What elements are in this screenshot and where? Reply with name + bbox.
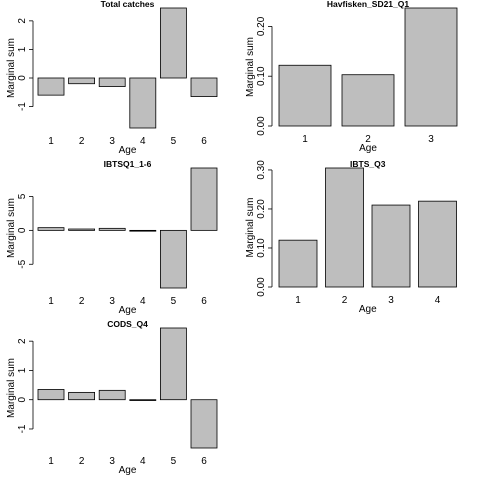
x-tick-label: 2	[342, 295, 348, 306]
bar-2	[68, 391, 95, 401]
bar-5	[159, 327, 187, 401]
y-axis-label: Marginal sum	[6, 198, 17, 258]
x-tick-label: 4	[140, 296, 146, 307]
x-tick-label: 5	[171, 136, 177, 147]
bar-1	[278, 239, 318, 288]
x-tick-label: 5	[171, 456, 177, 467]
x-tick-label: 1	[48, 136, 54, 147]
x-tick-label: 6	[201, 456, 207, 467]
bar-4	[418, 200, 457, 288]
bar-1	[37, 389, 65, 401]
y-tick-label: 5	[17, 193, 28, 199]
bar-1	[37, 77, 65, 96]
y-axis-label: Marginal sum	[6, 38, 17, 98]
x-tick-label: 6	[201, 296, 207, 307]
chart-title: Total catches	[101, 0, 155, 9]
bar-5	[159, 7, 187, 79]
bar-6	[190, 399, 218, 449]
chart-title: CODS_Q4	[107, 319, 148, 329]
x-tick-label: 2	[79, 136, 85, 147]
y-tick-label: 2	[17, 338, 28, 344]
x-axis-label: Age	[119, 465, 137, 476]
bar-4	[129, 399, 157, 401]
x-tick-label: 2	[79, 456, 85, 467]
x-tick-label: 3	[109, 136, 115, 147]
y-tick-label: 0	[17, 396, 28, 402]
x-tick-label: 3	[388, 295, 394, 306]
y-tick-label: 0.20	[256, 16, 267, 36]
x-tick-label: 4	[140, 136, 146, 147]
bar-5	[159, 229, 187, 289]
x-tick-label: 1	[302, 134, 308, 145]
x-axis-label: Age	[119, 145, 137, 156]
y-axis-label: Marginal sum	[245, 197, 256, 257]
x-tick-label: 1	[48, 456, 54, 467]
chart-title: Havfisken_SD21_Q1	[327, 0, 409, 9]
bar-3	[98, 77, 126, 87]
bar-6	[190, 167, 218, 231]
x-tick-label: 2	[365, 134, 371, 145]
x-tick-label: 4	[140, 456, 146, 467]
x-tick-label: 4	[435, 295, 441, 306]
chart-title: IBTSQ1_1-6	[104, 159, 152, 169]
x-tick-label: 5	[171, 296, 177, 307]
y-tick-label: 0	[17, 227, 28, 233]
y-tick-label: 0.20	[256, 199, 267, 219]
bar-6	[190, 77, 218, 97]
y-tick-label: 0	[17, 75, 28, 81]
y-tick-label: 0.10	[256, 238, 267, 258]
y-tick-label: 1	[17, 46, 28, 52]
x-tick-label: 2	[79, 296, 85, 307]
y-tick-label: 0.10	[256, 66, 267, 86]
bar-3	[98, 389, 126, 401]
y-tick-label: 1	[17, 367, 28, 373]
y-axis-label: Marginal sum	[245, 37, 256, 97]
x-axis-label: Age	[359, 143, 377, 154]
bar-2	[325, 167, 364, 288]
x-tick-label: 1	[48, 296, 54, 307]
y-tick-label: -1	[17, 424, 28, 433]
bar-3	[371, 204, 411, 288]
bar-2	[68, 228, 95, 231]
x-tick-label: 3	[109, 296, 115, 307]
x-tick-label: 3	[109, 456, 115, 467]
bar-4	[129, 229, 157, 232]
y-tick-label: 2	[17, 18, 28, 24]
bar-2	[341, 74, 395, 127]
x-tick-label: 3	[428, 134, 434, 145]
y-tick-label: -1	[17, 102, 28, 111]
bar-4	[129, 77, 157, 129]
chart-title: IBTS_Q3	[350, 159, 386, 169]
bar-2	[68, 77, 95, 85]
x-axis-label: Age	[119, 305, 137, 316]
x-axis-label: Age	[359, 304, 377, 315]
chart-panel: IBTS_Q3 0.00 0.10 0.20 0.30 Marginal sum 1 2 3 4 A…	[245, 159, 457, 315]
bar-3	[98, 227, 126, 231]
bar-1	[37, 227, 65, 231]
y-tick-label: 0.00	[256, 116, 267, 136]
y-tick-label: -5	[17, 259, 28, 268]
x-tick-label: 1	[295, 295, 301, 306]
y-axis-label: Marginal sum	[6, 358, 17, 418]
bar-3	[404, 7, 458, 127]
y-tick-label: 0.00	[256, 277, 267, 297]
y-tick-label: 0.30	[256, 160, 267, 180]
x-tick-label: 6	[201, 136, 207, 147]
bar-1	[278, 64, 332, 127]
